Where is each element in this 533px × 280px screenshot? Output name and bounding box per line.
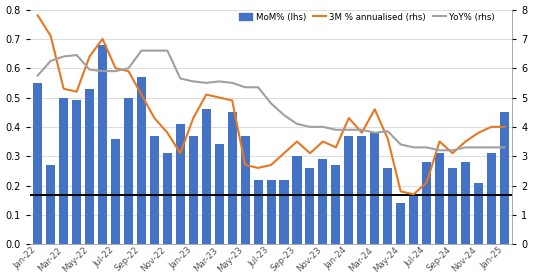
Bar: [448, 168, 457, 244]
Bar: [150, 136, 159, 244]
Bar: [344, 136, 353, 244]
Bar: [72, 101, 81, 244]
Bar: [189, 136, 198, 244]
Bar: [435, 153, 444, 244]
Bar: [383, 168, 392, 244]
Bar: [318, 159, 327, 244]
Bar: [33, 83, 42, 244]
Bar: [137, 77, 146, 244]
Bar: [46, 165, 55, 244]
Bar: [215, 144, 224, 244]
Bar: [305, 168, 314, 244]
Bar: [254, 180, 263, 244]
Bar: [396, 203, 405, 244]
Bar: [293, 156, 302, 244]
Bar: [163, 153, 172, 244]
Bar: [357, 136, 366, 244]
Bar: [228, 112, 237, 244]
Bar: [279, 180, 288, 244]
Bar: [59, 97, 68, 244]
Bar: [176, 124, 185, 244]
Bar: [266, 180, 276, 244]
Bar: [474, 183, 483, 244]
Bar: [240, 136, 249, 244]
Bar: [332, 165, 341, 244]
Bar: [85, 89, 94, 244]
Bar: [98, 45, 107, 244]
Bar: [370, 133, 379, 244]
Bar: [500, 112, 509, 244]
Bar: [201, 109, 211, 244]
Bar: [487, 153, 496, 244]
Legend: MoM% (lhs), 3M % annualised (rhs), YoY% (rhs): MoM% (lhs), 3M % annualised (rhs), YoY% …: [236, 9, 498, 25]
Bar: [409, 194, 418, 244]
Bar: [461, 162, 470, 244]
Bar: [422, 162, 431, 244]
Bar: [111, 139, 120, 244]
Bar: [124, 97, 133, 244]
